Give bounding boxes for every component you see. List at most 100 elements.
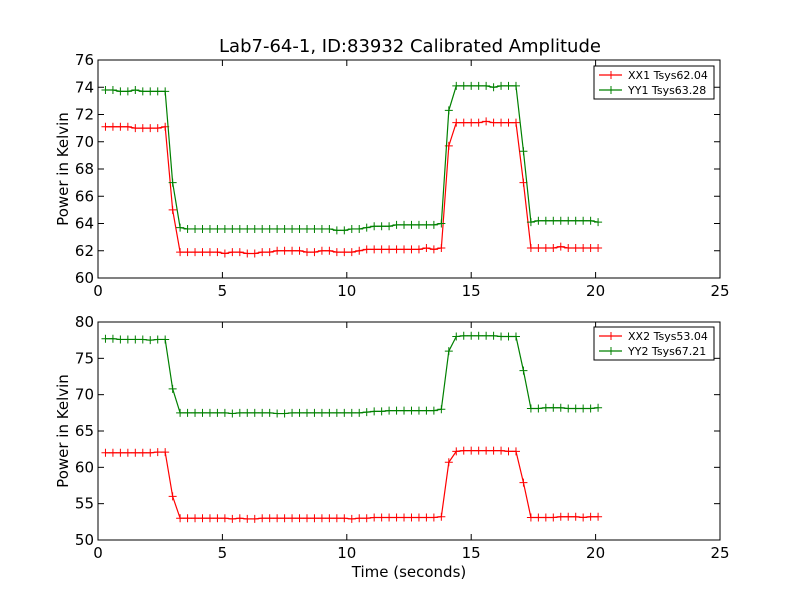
- data-point: [138, 448, 147, 457]
- data-point: [138, 335, 147, 344]
- data-point: [123, 335, 132, 344]
- data-point: [116, 448, 125, 457]
- data-point: [302, 408, 311, 417]
- data-point: [489, 83, 498, 92]
- data-point: [586, 244, 595, 253]
- data-point: [273, 246, 282, 255]
- data-point: [213, 248, 222, 257]
- data-point: [422, 220, 431, 229]
- data-point: [347, 514, 356, 523]
- data-point: [362, 245, 371, 254]
- data-point: [280, 409, 289, 418]
- data-point: [489, 331, 498, 340]
- data-point: [355, 408, 364, 417]
- data-point: [146, 448, 155, 457]
- data-point: [474, 118, 483, 127]
- data-point: [414, 245, 423, 254]
- data-point: [295, 246, 304, 255]
- data-point: [497, 446, 506, 455]
- data-point: [288, 224, 297, 233]
- data-point: [243, 249, 252, 258]
- data-point: [511, 332, 520, 341]
- data-point: [407, 406, 416, 415]
- data-point: [400, 513, 409, 522]
- data-point: [422, 406, 431, 415]
- data-point: [220, 249, 229, 258]
- data-point: [340, 514, 349, 523]
- data-point: [526, 404, 535, 413]
- data-point: [273, 409, 282, 418]
- data-point: [288, 408, 297, 417]
- data-point: [131, 85, 140, 94]
- data-point: [317, 224, 326, 233]
- data-point: [429, 513, 438, 522]
- data-point: [385, 406, 394, 415]
- data-point: [138, 87, 147, 96]
- data-point: [146, 124, 155, 133]
- data-point: [265, 408, 274, 417]
- legend-box: [593, 326, 715, 361]
- legend-label: XX1 Tsys62.04: [628, 69, 708, 82]
- data-point: [176, 514, 185, 523]
- data-point: [108, 122, 117, 131]
- data-point: [474, 446, 483, 455]
- data-point: [474, 331, 483, 340]
- data-point: [265, 224, 274, 233]
- data-point: [586, 216, 595, 225]
- data-point: [511, 447, 520, 456]
- data-point: [541, 244, 550, 253]
- legend-marker: [607, 347, 615, 355]
- data-point: [452, 81, 461, 90]
- data-point: [146, 336, 155, 345]
- data-point: [153, 335, 162, 344]
- data-point: [183, 248, 192, 257]
- x-tick-label: 20: [586, 544, 605, 562]
- data-point: [273, 514, 282, 523]
- data-point: [280, 224, 289, 233]
- data-point: [534, 244, 543, 253]
- x-tick-label: 10: [337, 544, 356, 562]
- data-point: [556, 242, 565, 251]
- legend-label: YY2 Tsys67.21: [627, 345, 706, 358]
- y-tick-label: 60: [75, 269, 94, 287]
- data-point: [191, 514, 200, 523]
- data-point: [258, 514, 267, 523]
- data-point: [168, 384, 177, 393]
- data-point: [228, 248, 237, 257]
- data-point: [437, 244, 446, 253]
- data-point: [362, 223, 371, 232]
- legend-marker: [607, 86, 615, 94]
- data-point: [332, 408, 341, 417]
- data-point: [571, 512, 580, 521]
- data-point: [116, 335, 125, 344]
- data-point: [310, 408, 319, 417]
- data-point: [504, 332, 513, 341]
- data-point: [511, 81, 520, 90]
- data-point: [146, 87, 155, 96]
- data-point: [235, 248, 244, 257]
- y-tick-label: 65: [75, 422, 94, 440]
- data-point: [459, 331, 468, 340]
- data-point: [220, 224, 229, 233]
- data-point: [556, 512, 565, 521]
- data-point: [586, 512, 595, 521]
- data-point: [265, 248, 274, 257]
- series-line-1: [105, 120, 599, 255]
- x-tick-label: 10: [337, 282, 356, 300]
- data-point: [228, 409, 237, 418]
- y-axis-label: Power in Kelvin: [54, 374, 72, 488]
- data-point: [452, 118, 461, 127]
- data-point: [258, 248, 267, 257]
- data-point: [594, 512, 603, 521]
- data-point: [519, 178, 528, 187]
- data-point: [310, 224, 319, 233]
- data-point: [556, 403, 565, 412]
- data-point: [489, 118, 498, 127]
- data-point: [407, 245, 416, 254]
- series-line-2: [105, 85, 599, 231]
- data-point: [392, 220, 401, 229]
- data-point: [564, 216, 573, 225]
- data-point: [414, 513, 423, 522]
- data-point: [377, 222, 386, 231]
- data-point: [317, 246, 326, 255]
